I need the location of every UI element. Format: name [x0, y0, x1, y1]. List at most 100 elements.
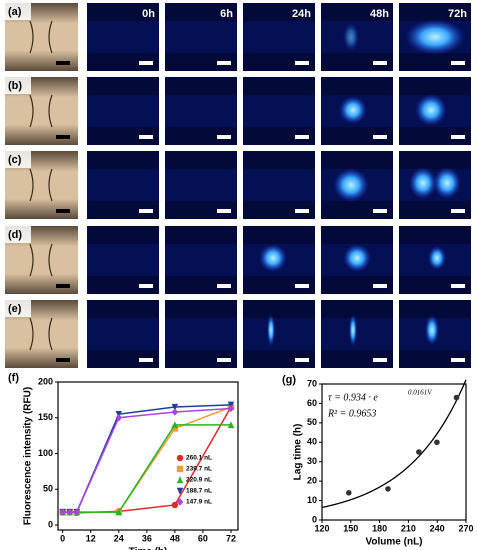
- scale-bar: [217, 135, 231, 139]
- x-tick-label: 150: [343, 523, 358, 533]
- scale-bar: [139, 209, 153, 213]
- x-tick-label: 120: [314, 523, 329, 533]
- scale-bar: [217, 284, 231, 288]
- row-label: (a): [8, 6, 22, 18]
- row-label: (e): [8, 303, 22, 315]
- marker: [59, 508, 66, 516]
- point: [434, 439, 440, 446]
- x-tick-label: 210: [401, 523, 416, 533]
- channel-edge: [29, 94, 53, 128]
- y-tick-label: 10: [307, 495, 317, 505]
- scale-bar: [451, 358, 465, 362]
- channel-band: [165, 95, 237, 127]
- x-tick-label: 270: [458, 523, 473, 533]
- channel-band: [165, 318, 237, 350]
- y-tick-label: 70: [307, 378, 317, 388]
- channel-band: [165, 21, 237, 53]
- scale-bar: [451, 284, 465, 288]
- x-tick-label: 72: [226, 533, 236, 543]
- scale-bar: [217, 61, 231, 65]
- legend-marker: [176, 476, 184, 484]
- x-axis-label: Volume (nL): [365, 537, 422, 548]
- y-tick-label: 50: [307, 417, 317, 427]
- panel-label: (g): [282, 374, 296, 386]
- x-tick-label: 48: [170, 533, 180, 543]
- row-label-box: [5, 151, 31, 168]
- y-tick-label: 100: [38, 448, 53, 458]
- scale-bar: [373, 135, 387, 139]
- fluor-blob: [259, 244, 287, 272]
- channel-band: [165, 169, 237, 201]
- scale-bar: [373, 284, 387, 288]
- marker: [171, 408, 179, 416]
- image-grid: (a) (b) (c) (d) (e) 0h 6h 24h 48h 72h: [5, 3, 471, 368]
- time-label: 72h: [448, 8, 467, 20]
- y-tick-label: 40: [307, 437, 317, 447]
- scale-bar: [295, 358, 309, 362]
- marker: [171, 501, 179, 509]
- fluor-blob: [415, 94, 447, 126]
- scale-bar: [373, 358, 387, 362]
- channel-band: [87, 318, 159, 350]
- channel-edge: [29, 20, 53, 54]
- channel-band: [87, 244, 159, 276]
- scale-bar: [295, 135, 309, 139]
- legend-marker: [176, 498, 184, 506]
- channel-band: [87, 95, 159, 127]
- marker: [73, 508, 80, 516]
- row-label: (c): [8, 154, 22, 166]
- channel-band: [243, 318, 315, 350]
- x-tick-label: 36: [142, 533, 152, 543]
- scale-bar: [56, 284, 70, 288]
- row-label-box: [5, 300, 31, 317]
- fluor-blob: [409, 167, 437, 199]
- scale-bar: [295, 284, 309, 288]
- x-tick-label: 24: [114, 533, 124, 543]
- marker: [66, 508, 73, 516]
- x-tick-label: 0: [60, 533, 65, 543]
- y-tick-label: 0: [312, 514, 317, 524]
- fit-curve: [321, 379, 467, 509]
- scale-bar: [295, 209, 309, 213]
- legend-marker: [176, 465, 184, 473]
- fluor-blob: [405, 19, 465, 55]
- y-tick-label: 200: [38, 376, 53, 386]
- x-tick-label: 60: [198, 533, 208, 543]
- legend-label: 220.9 nL: [186, 477, 212, 484]
- row-label: (b): [8, 80, 22, 92]
- point: [345, 490, 352, 496]
- scale-bar: [56, 61, 70, 65]
- scale-bar: [139, 61, 153, 65]
- channel-band: [87, 21, 159, 53]
- y-tick-label: 30: [307, 456, 317, 466]
- fluor-blob: [343, 244, 371, 272]
- scale-bar: [139, 135, 153, 139]
- scale-bar: [295, 61, 309, 65]
- scale-bar: [56, 135, 70, 139]
- marker: [171, 403, 179, 411]
- row-label: (d): [8, 229, 22, 241]
- row-label-box: [5, 226, 31, 243]
- scale-bar: [217, 209, 231, 213]
- marker: [227, 421, 235, 429]
- marker: [115, 414, 122, 422]
- legend-label: 260.1 nL: [186, 455, 212, 462]
- plot-frame: [57, 381, 239, 531]
- plot-frame: [321, 383, 467, 521]
- marker: [227, 404, 235, 413]
- scale-bar: [139, 358, 153, 362]
- fluor-blob: [433, 167, 461, 199]
- y-tick-label: 50: [43, 484, 53, 494]
- channel-edge: [29, 243, 53, 277]
- y-axis-label: Lag time (h): [293, 424, 304, 481]
- fluor-blob: [333, 168, 369, 202]
- channel-band: [243, 21, 315, 53]
- time-label: 48h: [370, 8, 389, 20]
- charts: 0122436486072050100150200Time (h)Fluores…: [8, 372, 474, 550]
- annotation: τ = 0.934 · e: [328, 392, 378, 403]
- channel-edge: [29, 317, 53, 351]
- legend-marker: [176, 487, 184, 495]
- x-tick-label: 180: [372, 523, 387, 533]
- point: [416, 449, 422, 455]
- scale-bar: [217, 358, 231, 362]
